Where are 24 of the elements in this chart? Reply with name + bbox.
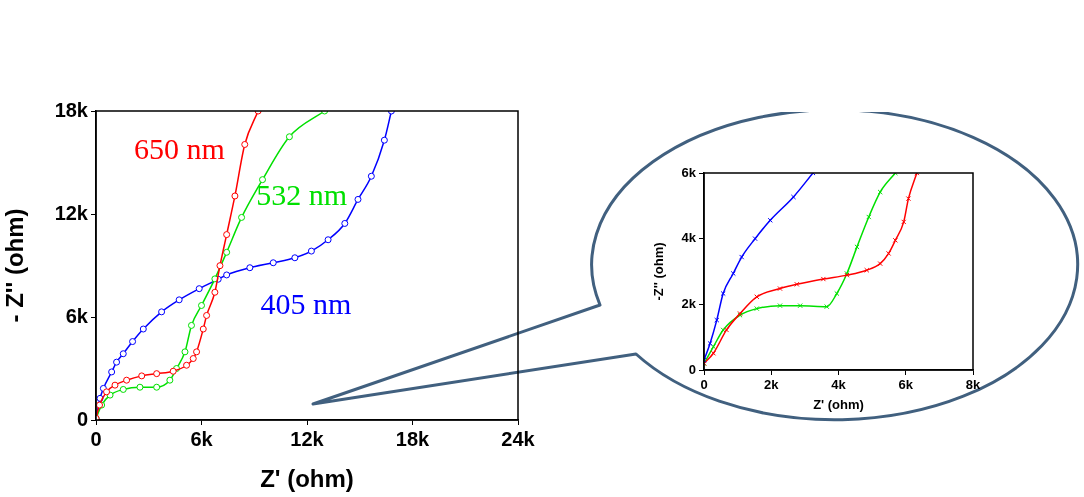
y-tick-label: 18k bbox=[54, 98, 89, 121]
y-tick-label: 4k bbox=[681, 230, 697, 246]
series-label: 532 nm bbox=[256, 178, 348, 212]
x-tick-label: 6k bbox=[190, 427, 214, 450]
x-tick-label: 2k bbox=[764, 377, 780, 393]
y-axis-title: - Z'' (ohm) bbox=[1, 208, 29, 323]
x-tick-label: 12k bbox=[290, 427, 325, 450]
x-tick-label: 18k bbox=[395, 427, 431, 450]
x-tick-label: 6k bbox=[898, 377, 914, 393]
x-tick-label: 24k bbox=[501, 427, 536, 450]
series-label: 650 nm bbox=[133, 132, 225, 166]
x-tick-label: 4k bbox=[831, 377, 847, 393]
x-axis-title: Z' (ohm) bbox=[813, 396, 864, 412]
x-axis-title: Z' (ohm) bbox=[260, 465, 354, 493]
series-label: 405 nm bbox=[260, 286, 352, 320]
y-tick-label: 2k bbox=[681, 295, 697, 311]
x-tick-label: 8k bbox=[965, 377, 981, 393]
y-tick-label: 0 bbox=[688, 361, 696, 377]
y-tick-label: 6k bbox=[65, 304, 89, 327]
y-axis-title: -Z'' (ohm) bbox=[651, 242, 667, 301]
y-tick-label: 12k bbox=[54, 201, 89, 224]
y-tick-label: 0 bbox=[76, 407, 88, 430]
y-tick-label: 6k bbox=[681, 164, 697, 180]
x-tick-label: 0 bbox=[700, 377, 708, 393]
